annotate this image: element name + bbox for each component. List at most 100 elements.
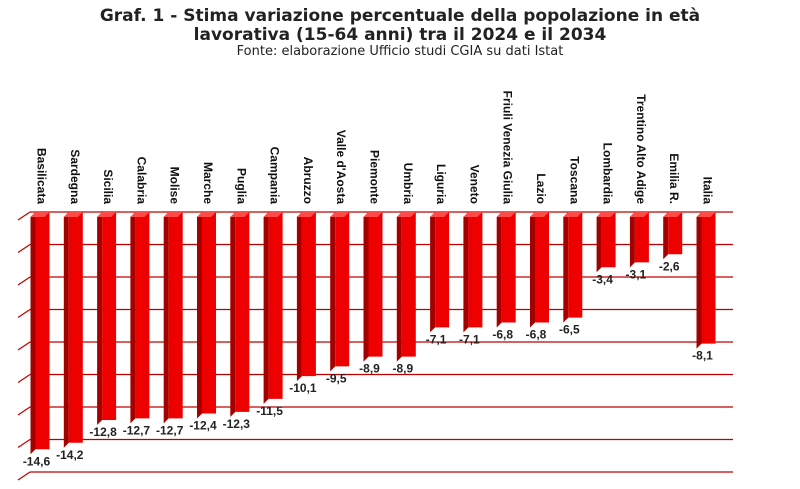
value-label: -6,8 [526,328,547,342]
bar-top [430,212,450,217]
value-label: -8,1 [692,349,713,363]
bar-top [629,212,649,217]
category-label: Veneto [467,165,481,204]
bar-side [296,212,302,382]
value-label: -7,1 [459,332,480,346]
bar [668,212,683,255]
bar-top [130,212,150,217]
bar [68,212,83,443]
bar-top [197,212,216,217]
bar [235,212,250,412]
bar-side [696,212,702,349]
bar-side [97,212,103,425]
category-label: Sicilia [101,169,115,204]
chart-source: Fonte: elaborazione Ufficio studi CGIA s… [236,44,564,59]
bar-side [596,212,602,273]
bar-top [363,212,383,217]
bar-top [97,212,117,217]
bar [335,212,350,367]
bar-top [663,212,683,217]
bar-top [396,212,416,217]
value-label: -12,7 [123,423,151,437]
category-label: Emilia R. [667,153,681,204]
value-label: -14,6 [23,454,51,468]
bar-side [130,212,136,424]
bar [601,212,616,268]
value-label: -3,1 [626,267,647,281]
gridline-depth [17,471,31,481]
category-label: Basilicata [35,148,49,204]
value-label: -10,1 [289,381,317,395]
value-label: -6,5 [559,323,580,337]
gridline-depth [17,309,31,318]
bar [401,212,416,357]
category-label: Calabria [134,157,148,205]
category-label: Lombardia [601,143,615,205]
bar-side [363,212,369,362]
category-label: Friuli Venezia Giulia [501,91,515,205]
gridline-depth [17,276,31,286]
value-label: -12,3 [223,417,251,431]
bar [368,212,383,357]
value-label: -6,8 [492,328,513,342]
chart-title-line2: lavorativa (15-64 anni) tra il 2024 e il… [193,25,607,45]
bar-side [663,212,669,260]
bar-top [596,212,616,217]
value-label: -2,6 [659,259,680,273]
value-label: -7,1 [426,332,447,346]
bar [468,212,483,328]
category-label: Italia [701,177,715,205]
bar-top [463,212,483,217]
category-label: Abruzzo [301,157,315,204]
value-label: -8,9 [359,362,380,376]
bar [634,212,649,263]
category-label: Puglia [234,168,248,204]
gridline-depth [17,374,31,383]
bar-side [496,212,502,328]
bar-top [530,212,549,217]
gridline-depth [17,341,31,351]
value-label: -12,7 [156,423,184,437]
bar-top [296,212,316,217]
bar [568,212,583,318]
bar-top [563,212,583,217]
value-label: -9,5 [326,371,347,385]
value-label: -3,4 [592,272,613,286]
value-label: -12,4 [189,419,217,433]
bar-top [696,212,716,217]
bar [102,212,117,420]
value-label: -8,9 [392,362,413,376]
bar [268,212,283,399]
bar [701,212,716,344]
bar [435,212,450,328]
bar [168,212,183,419]
bar-side [163,212,169,424]
chart-title-line1: Graf. 1 - Stima variazione percentuale d… [99,6,701,26]
bar-side [197,212,202,419]
value-label: -11,5 [256,404,283,418]
bar [501,212,516,323]
category-label: Toscana [567,156,581,204]
gridline-depth [17,211,31,221]
bar-side [530,212,535,328]
category-label: Piemonte [368,150,382,204]
category-label: Campania [268,147,282,205]
bar-top [496,212,516,217]
bar-side [563,212,569,323]
category-label: Sardegna [68,149,82,204]
bar-side [463,212,469,333]
bar-side [263,212,269,404]
bar-side [30,212,36,455]
category-label: Marche [201,162,215,204]
category-label: Molise [168,167,182,205]
bar [35,212,50,450]
bar [202,212,216,414]
value-label: -14,2 [56,448,84,462]
bar-top [30,212,50,217]
bar-top [263,212,283,217]
category-label: Trentino Alto Adige [634,94,648,204]
bar-top [163,212,183,217]
bar-side [396,212,402,362]
bar-top [330,212,350,217]
